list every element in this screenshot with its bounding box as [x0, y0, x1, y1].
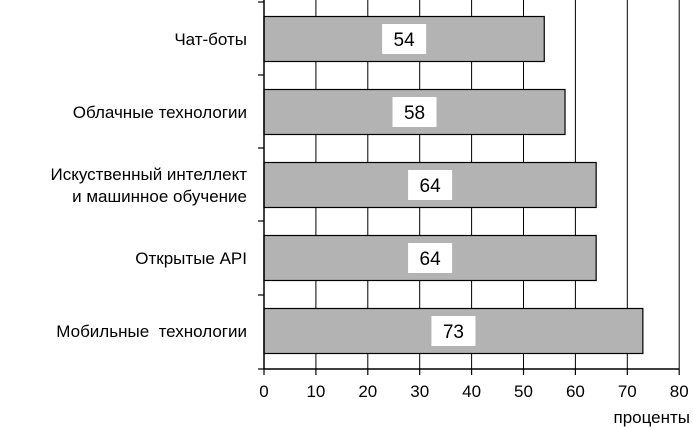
x-axis-title: проценты — [613, 408, 690, 427]
category-label-2: Облачные технологии — [73, 103, 247, 122]
bars: 54 58 64 64 73 — [263, 15, 644, 355]
data-label-4: 64 — [420, 249, 442, 270]
data-label-box-4 — [408, 243, 453, 273]
data-label-3: 64 — [420, 176, 442, 197]
category-label-4: Открытые API — [135, 249, 247, 268]
x-tick-label-50: 50 — [514, 382, 533, 401]
category-label-1: Чат-боты — [174, 30, 247, 49]
category-label-3-line-2: и машинное обучение — [72, 187, 247, 206]
data-label-1: 54 — [394, 30, 416, 51]
x-tick-label-30: 30 — [410, 382, 429, 401]
data-label-box-1 — [382, 24, 427, 54]
x-tick-label-40: 40 — [462, 382, 481, 401]
category-label-3-line-1: Искуственный интеллект — [50, 165, 247, 184]
x-tick-label-10: 10 — [306, 382, 325, 401]
data-label-box-5 — [431, 316, 476, 346]
x-tick-label-20: 20 — [358, 382, 377, 401]
x-tick-label-60: 60 — [566, 382, 585, 401]
x-tick-label-80: 80 — [670, 382, 689, 401]
category-label-5: Мобильные технологии — [56, 322, 247, 341]
axes — [258, 0, 680, 375]
data-label-2: 58 — [404, 103, 425, 124]
category-labels: Чат-боты Облачные технологии Искуственный … — [50, 30, 247, 341]
x-tick-labels: 0 10 20 30 40 50 60 70 80 — [259, 382, 688, 401]
x-tick-label-70: 70 — [618, 382, 637, 401]
data-label-box-2 — [392, 97, 437, 127]
data-label-5: 73 — [443, 322, 464, 343]
x-tick-label-0: 0 — [259, 382, 268, 401]
data-label-box-3 — [408, 170, 453, 200]
